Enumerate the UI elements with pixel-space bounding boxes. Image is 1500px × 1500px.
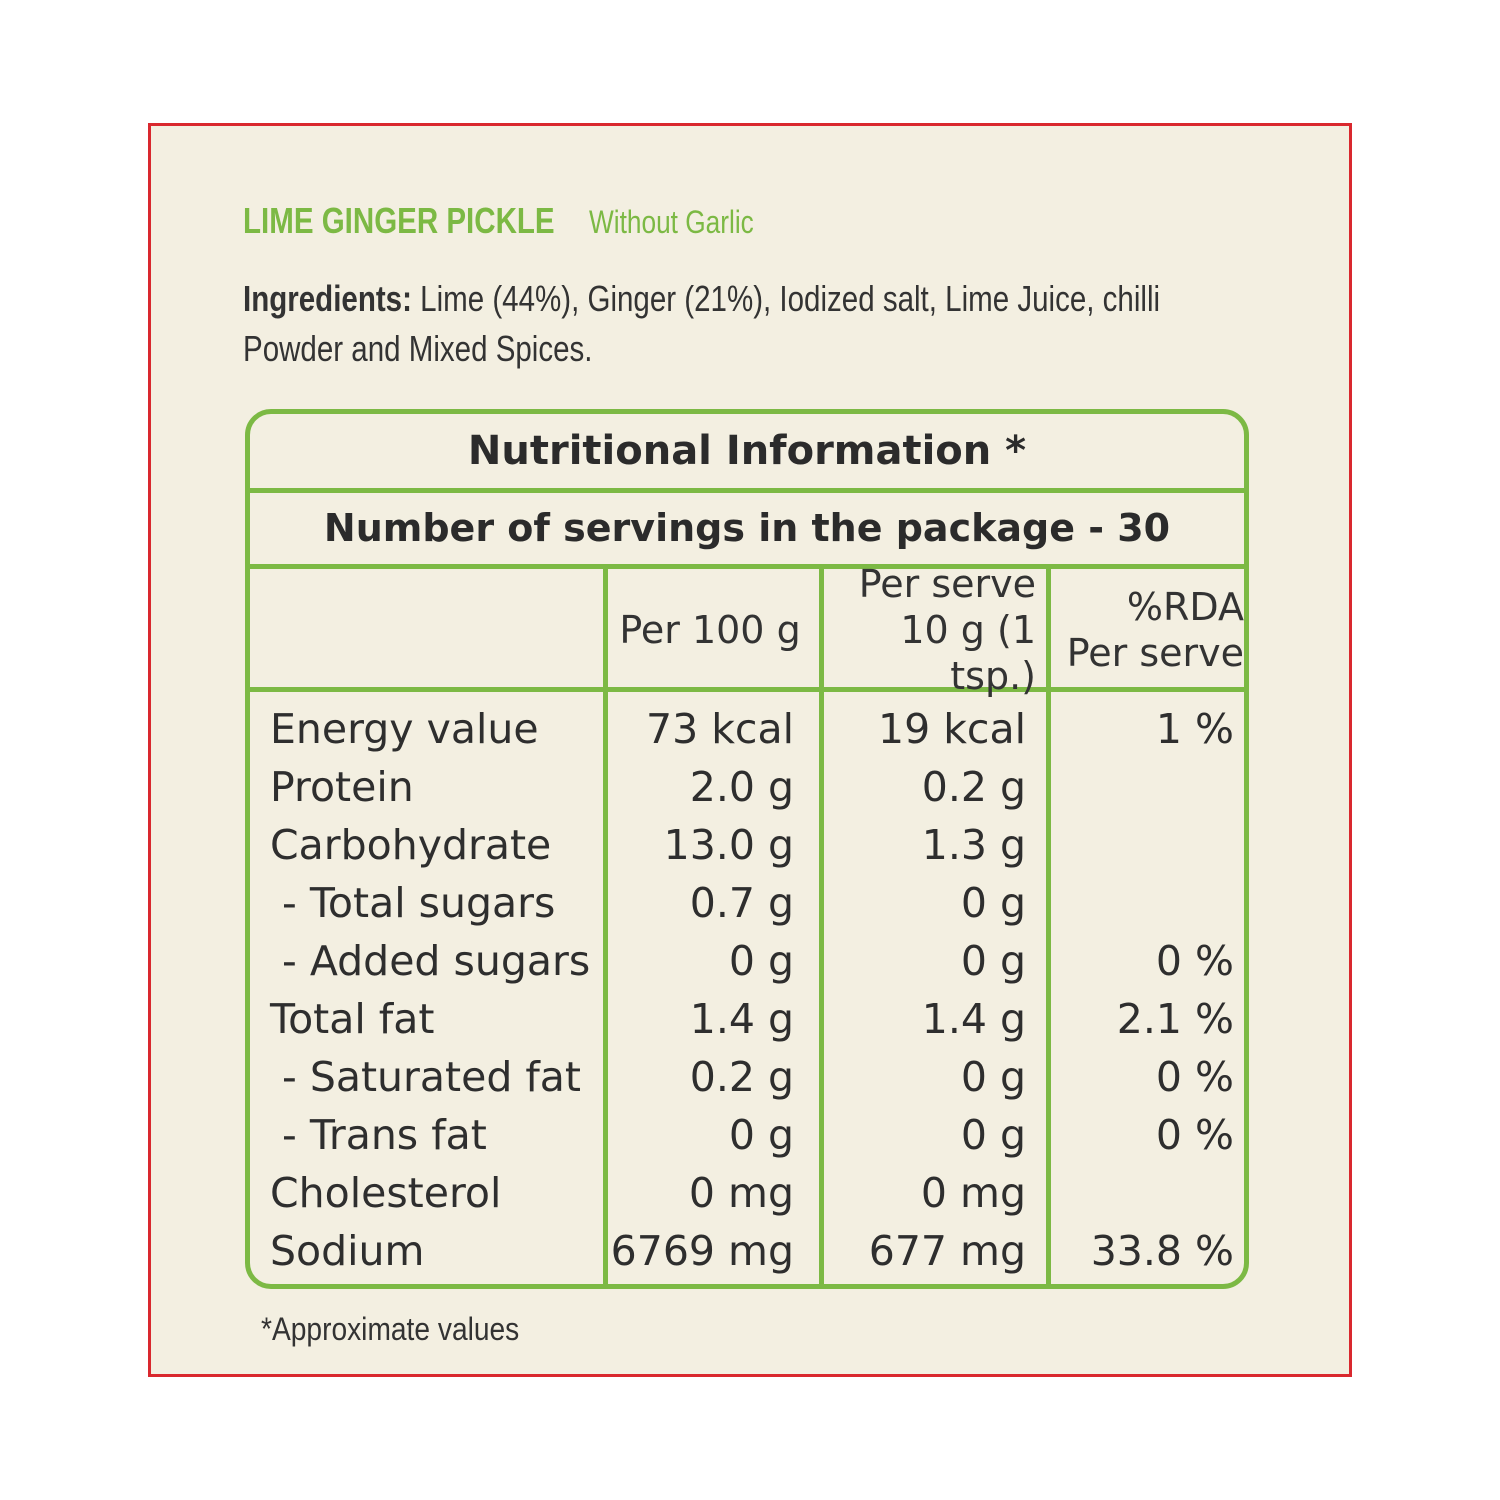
column-divider <box>1046 569 1051 1284</box>
nutrient-name: Cholesterol <box>270 1169 502 1217</box>
nutrition-title: Nutritional Information * <box>250 414 1244 493</box>
nutrition-label-card: LIME GINGER PICKLE Without Garlic Ingred… <box>148 123 1352 1377</box>
nutrient-per-100g: 2.0 g <box>689 763 794 811</box>
nutrient-name: Protein <box>270 763 414 811</box>
nutrient-per-100g: 0.2 g <box>689 1053 794 1101</box>
header-per-serve-line2: 10 g (1 tsp.) <box>900 608 1036 698</box>
nutrient-per-100g: 0 g <box>728 937 794 985</box>
table-row: - Total sugars 0.7 g 0 g <box>250 874 1244 932</box>
nutrient-per-100g: 13.0 g <box>663 821 794 869</box>
nutrient-per-100g: 0 g <box>728 1111 794 1159</box>
ingredients-label: Ingredients: <box>243 278 412 319</box>
header-per-100g: Per 100 g <box>607 576 813 684</box>
nutrient-rda: 1 % <box>1155 705 1234 753</box>
table-row: Cholesterol 0 mg 0 mg <box>250 1164 1244 1222</box>
table-row: - Added sugars 0 g 0 g 0 % <box>250 932 1244 990</box>
nutrient-name: Sodium <box>270 1227 425 1275</box>
nutrient-rda: 0 % <box>1155 937 1234 985</box>
header-divider <box>250 687 1244 692</box>
nutrient-per-100g: 1.4 g <box>689 995 794 1043</box>
header-rda-line1: %RDA <box>1126 585 1244 629</box>
nutrient-name: - Total sugars <box>282 879 556 927</box>
nutrient-name: Total fat <box>270 995 435 1043</box>
ingredients-list: Lime (44%), Ginger (21%), Iodized salt, … <box>243 278 1161 369</box>
nutrient-per-100g: 6769 mg <box>610 1227 794 1275</box>
column-divider <box>819 569 824 1284</box>
nutrient-rda: 2.1 % <box>1116 995 1234 1043</box>
nutrient-name: - Added sugars <box>282 937 591 985</box>
nutrient-per-serve: 1.3 g <box>921 821 1026 869</box>
product-name: LIME GINGER PICKLE <box>243 200 555 241</box>
header-per-serve: Per serve 10 g (1 tsp.) <box>826 562 1036 698</box>
footnote: *Approximate values <box>261 1311 520 1347</box>
header-per-100g-label: Per 100 g <box>619 608 801 652</box>
table-row: Protein 2.0 g 0.2 g <box>250 758 1244 816</box>
nutrient-name: Carbohydrate <box>270 821 552 869</box>
table-row: Total fat 1.4 g 1.4 g 2.1 % <box>250 990 1244 1048</box>
product-title: LIME GINGER PICKLE Without Garlic <box>243 200 754 242</box>
nutrient-per-100g: 0 mg <box>688 1169 794 1217</box>
nutrient-per-serve: 0 g <box>960 1111 1026 1159</box>
nutrient-per-serve: 19 kcal <box>877 705 1026 753</box>
nutrient-name: - Trans fat <box>282 1111 487 1159</box>
nutrient-per-serve: 0 g <box>960 1053 1026 1101</box>
header-rda: %RDA Per serve <box>1056 576 1244 684</box>
nutrient-name: - Saturated fat <box>282 1053 582 1101</box>
nutrient-per-100g: 0.7 g <box>689 879 794 927</box>
nutrient-per-serve: 0 g <box>960 937 1026 985</box>
nutrient-name: Energy value <box>270 705 539 753</box>
nutrient-per-serve: 0.2 g <box>921 763 1026 811</box>
nutrition-table: Nutritional Information * Number of serv… <box>245 409 1249 1289</box>
table-row: Carbohydrate 13.0 g 1.3 g <box>250 816 1244 874</box>
header-rda-line2: Per serve <box>1066 631 1244 675</box>
ingredients-text: Ingredients: Lime (44%), Ginger (21%), I… <box>243 274 1260 374</box>
nutrient-per-serve: 677 mg <box>868 1227 1026 1275</box>
column-divider <box>603 569 608 1284</box>
nutrient-rda: 33.8 % <box>1090 1227 1234 1275</box>
table-row: - Saturated fat 0.2 g 0 g 0 % <box>250 1048 1244 1106</box>
nutrient-rda: 0 % <box>1155 1053 1234 1101</box>
servings-count: Number of servings in the package - 30 <box>250 493 1244 569</box>
nutrient-per-serve: 0 g <box>960 879 1026 927</box>
nutrient-per-serve: 0 mg <box>920 1169 1026 1217</box>
table-row: Sodium 6769 mg 677 mg 33.8 % <box>250 1222 1244 1280</box>
table-row: - Trans fat 0 g 0 g 0 % <box>250 1106 1244 1164</box>
nutrient-per-serve: 1.4 g <box>921 995 1026 1043</box>
nutrient-rda: 0 % <box>1155 1111 1234 1159</box>
product-variant: Without Garlic <box>589 204 754 240</box>
nutrient-per-100g: 73 kcal <box>645 705 794 753</box>
header-per-serve-line1: Per serve <box>858 562 1036 606</box>
table-row: Energy value 73 kcal 19 kcal 1 % <box>250 700 1244 758</box>
